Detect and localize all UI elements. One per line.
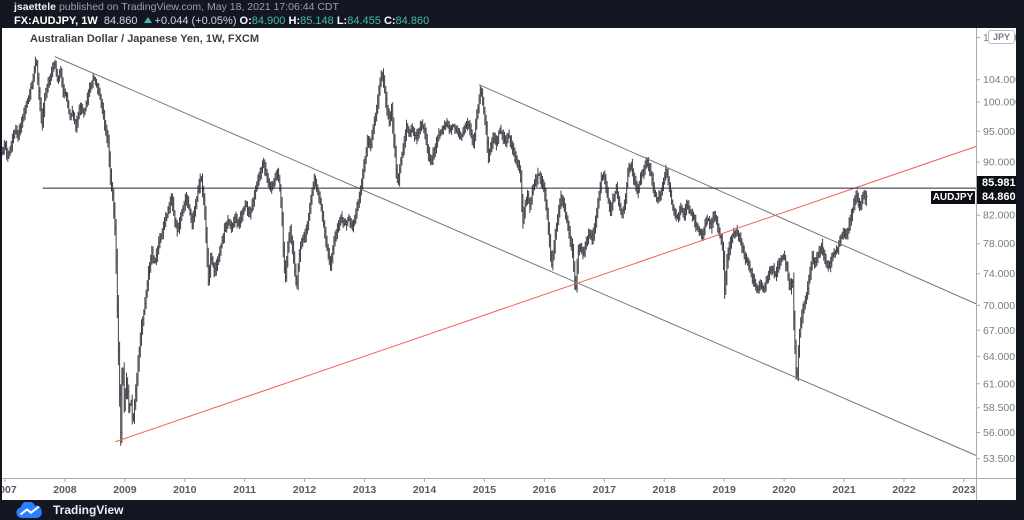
svg-text:67.000: 67.000 — [983, 325, 1015, 337]
chart-canvas[interactable]: 112.000104.000100.00095.00090.00082.0007… — [0, 28, 1016, 500]
svg-text:58.500: 58.500 — [983, 402, 1015, 414]
svg-text:95.000: 95.000 — [983, 126, 1015, 138]
svg-text:2009: 2009 — [113, 484, 137, 496]
level-price-tag: 85.981 — [977, 176, 1016, 190]
svg-text:2008: 2008 — [53, 484, 77, 496]
svg-text:61.000: 61.000 — [983, 378, 1015, 390]
svg-text:53.500: 53.500 — [983, 453, 1015, 465]
ohlc-close: C:84.860 — [383, 14, 430, 27]
svg-text:2011: 2011 — [233, 484, 256, 496]
symbol-info-bar: FX:AUDJPY, 1W 84.860 +0.044 (+0.05%) O:84… — [0, 13, 1024, 28]
svg-text:2007: 2007 — [0, 484, 17, 496]
up-triangle-icon — [143, 17, 152, 23]
svg-text:2022: 2022 — [892, 484, 916, 496]
svg-text:104.000: 104.000 — [983, 74, 1016, 86]
last-price: 84.860 — [103, 14, 138, 27]
currency-badge[interactable]: JPY — [988, 30, 1016, 44]
svg-text:2010: 2010 — [173, 484, 197, 496]
svg-text:78.000: 78.000 — [983, 238, 1015, 250]
svg-text:74.000: 74.000 — [983, 268, 1015, 280]
ohlc-open: O:84.900 — [239, 14, 286, 27]
svg-text:2019: 2019 — [713, 484, 737, 496]
svg-text:2023: 2023 — [952, 484, 976, 496]
svg-text:2013: 2013 — [353, 484, 377, 496]
last-price-tag: 84.860 — [977, 190, 1016, 204]
svg-text:56.000: 56.000 — [983, 427, 1015, 439]
svg-text:2015: 2015 — [473, 484, 497, 496]
svg-text:2020: 2020 — [772, 484, 796, 496]
attribution-bar: TradingView — [0, 500, 1024, 520]
ohlc-low: L:84.455 — [336, 14, 381, 27]
author-name: jsaettele — [14, 1, 57, 13]
panel-left-edge — [0, 28, 2, 500]
svg-text:70.000: 70.000 — [983, 300, 1015, 312]
chart-panel: 112.000104.000100.00095.00090.00082.0007… — [0, 28, 1016, 500]
tradingview-cloud-logo-icon[interactable] — [13, 501, 47, 519]
publish-info-text: published on TradingView.com, May 18, 20… — [56, 1, 339, 13]
svg-text:2012: 2012 — [293, 484, 317, 496]
svg-text:2016: 2016 — [533, 484, 557, 496]
brand-name[interactable]: TradingView — [53, 503, 124, 517]
svg-text:2018: 2018 — [653, 484, 677, 496]
svg-text:100.000: 100.000 — [983, 97, 1016, 109]
price-change: +0.044 (+0.05%) — [154, 14, 237, 27]
publish-info-bar: jsaettele published on TradingView.com, … — [0, 0, 1024, 14]
chart-title: Australian Dollar / Japanese Yen, 1W, FX… — [30, 33, 260, 45]
svg-text:64.000: 64.000 — [983, 351, 1015, 363]
ohlc-high: H:85.148 — [288, 14, 334, 27]
symbol-title: FX:AUDJPY, 1W — [14, 14, 98, 27]
svg-text:2014: 2014 — [413, 484, 437, 496]
svg-text:2017: 2017 — [593, 484, 617, 496]
svg-text:90.000: 90.000 — [983, 157, 1015, 169]
svg-text:2021: 2021 — [832, 484, 856, 496]
symbol-price-tag: AUDJPY — [931, 190, 975, 204]
svg-text:82.000: 82.000 — [983, 210, 1015, 222]
